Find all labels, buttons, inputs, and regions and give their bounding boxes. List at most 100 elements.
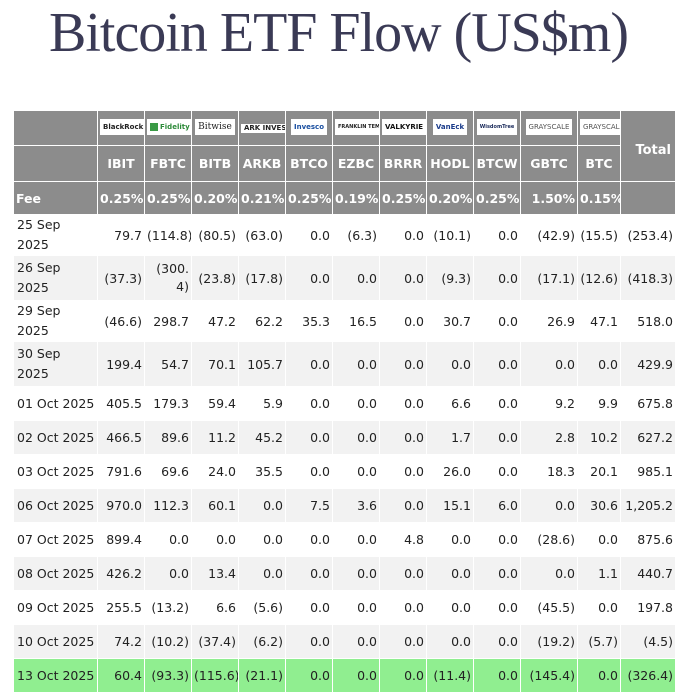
date-cell: 30 Sep 2025 xyxy=(13,341,98,387)
issuer-logo-blackrock: BlackRock xyxy=(97,110,145,146)
flow-cell: 0.0 xyxy=(473,556,521,591)
date-cell: 25 Sep 2025 xyxy=(13,214,98,256)
table-row: 09 Oct 2025 255.5 (13.2) 6.6 (5.6) 0.0 0.0 0.0 0… xyxy=(13,590,676,625)
flow-cell: 7.5 xyxy=(285,488,333,523)
flow-cell: 45.2 xyxy=(238,420,286,455)
flow-cell: (23.8) xyxy=(191,255,239,301)
flow-cell: 0.0 xyxy=(285,556,333,591)
fee-cell: 0.25% xyxy=(97,181,145,215)
flow-cell: (300.4) xyxy=(144,255,192,301)
flow-cell: 74.2 xyxy=(97,624,145,659)
date-cell: 10 Oct 2025 xyxy=(13,624,98,659)
ticker-cell: BTCW xyxy=(473,145,521,182)
flow-cell: 0.0 xyxy=(285,658,333,693)
date-cell: 13 Oct 2025 xyxy=(13,658,98,693)
flow-cell: (93.3) xyxy=(144,658,192,693)
ticker-cell: BTC xyxy=(577,145,621,182)
flow-cell: 0.0 xyxy=(238,556,286,591)
flow-cell: 0.0 xyxy=(285,454,333,489)
flow-cell: 30.7 xyxy=(426,300,474,342)
date-cell: 29 Sep 2025 xyxy=(13,300,98,342)
fee-cell: 0.19% xyxy=(332,181,380,215)
issuer-logo-invesco: Invesco xyxy=(285,110,333,146)
ticker-cell: BITB xyxy=(191,145,239,182)
flow-cell: (115.6) xyxy=(191,658,239,693)
fee-total-blank xyxy=(620,181,676,215)
flow-cell: (6.3) xyxy=(332,214,380,256)
total-cell: (253.4) xyxy=(620,214,676,256)
fee-cell: 0.21% xyxy=(238,181,286,215)
ticker-cell: GBTC xyxy=(520,145,578,182)
flow-cell: (37.3) xyxy=(97,255,145,301)
flow-cell: 0.0 xyxy=(238,522,286,557)
flow-cell: (145.4) xyxy=(520,658,578,693)
issuer-logo-grayscale-btc: GRAYSCALE xyxy=(577,110,621,146)
flow-cell: 4.8 xyxy=(379,522,427,557)
flow-cell: 5.9 xyxy=(238,386,286,421)
ticker-cell: BTCO xyxy=(285,145,333,182)
flow-cell: 0.0 xyxy=(379,255,427,301)
flow-cell: 0.0 xyxy=(473,658,521,693)
flow-cell: 0.0 xyxy=(473,590,521,625)
flow-cell: 1.7 xyxy=(426,420,474,455)
ticker-blank-cell xyxy=(13,145,98,182)
flow-cell: (42.9) xyxy=(520,214,578,256)
flow-cell: 89.6 xyxy=(144,420,192,455)
page-title: Bitcoin ETF Flow (US$m) xyxy=(48,2,629,64)
flow-cell: 199.4 xyxy=(97,341,145,387)
ticker-cell: IBIT xyxy=(97,145,145,182)
issuer-logo-wisdomtree: WisdomTree xyxy=(473,110,521,146)
total-cell: (418.3) xyxy=(620,255,676,301)
flow-cell: 0.0 xyxy=(577,658,621,693)
issuer-logo-vaneck: VanEck xyxy=(426,110,474,146)
ticker-cell: ARKB xyxy=(238,145,286,182)
fee-cell: 0.15% xyxy=(577,181,621,215)
table-row: 10 Oct 2025 74.2 (10.2) (37.4) (6.2) 0.0 0.0 0.… xyxy=(13,624,676,659)
total-cell: (326.4) xyxy=(620,658,676,693)
flow-cell: (5.6) xyxy=(238,590,286,625)
flow-cell: 0.0 xyxy=(379,300,427,342)
flow-cell: 0.0 xyxy=(520,488,578,523)
flow-cell: 10.2 xyxy=(577,420,621,455)
flow-cell: (63.0) xyxy=(238,214,286,256)
ticker-row: IBIT FBTC BITB ARKB BTCO EZBC BRRR HODL … xyxy=(13,145,676,182)
flow-cell: 26.0 xyxy=(426,454,474,489)
flow-cell: 24.0 xyxy=(191,454,239,489)
flow-cell: (11.4) xyxy=(426,658,474,693)
flow-cell: 0.0 xyxy=(473,624,521,659)
flow-cell: 0.0 xyxy=(191,522,239,557)
flow-cell: (80.5) xyxy=(191,214,239,256)
ticker-cell: EZBC xyxy=(332,145,380,182)
total-cell: 197.8 xyxy=(620,590,676,625)
flow-cell: 0.0 xyxy=(379,420,427,455)
flow-cell: 0.0 xyxy=(577,522,621,557)
flow-cell: 0.0 xyxy=(285,590,333,625)
ticker-cell: FBTC xyxy=(144,145,192,182)
flow-cell: (10.1) xyxy=(426,214,474,256)
flow-cell: 0.0 xyxy=(379,454,427,489)
issuer-logo-grayscale-gbtc: GRAYSCALE xyxy=(520,110,578,146)
fee-cell: 0.20% xyxy=(426,181,474,215)
flow-cell: 0.0 xyxy=(426,556,474,591)
flow-cell: 3.6 xyxy=(332,488,380,523)
flow-cell: 60.4 xyxy=(97,658,145,693)
flow-cell: (12.6) xyxy=(577,255,621,301)
flow-cell: 0.0 xyxy=(285,624,333,659)
flow-cell: 0.0 xyxy=(379,556,427,591)
date-cell: 07 Oct 2025 xyxy=(13,522,98,557)
flow-cell: (10.2) xyxy=(144,624,192,659)
flow-cell: (21.1) xyxy=(238,658,286,693)
flow-cell: (19.2) xyxy=(520,624,578,659)
fee-cell: 0.20% xyxy=(191,181,239,215)
flow-cell: (17.8) xyxy=(238,255,286,301)
flow-cell: 298.7 xyxy=(144,300,192,342)
table-row: 26 Sep 2025 (37.3) (300.4) (23.8) (17.8) 0.0 0… xyxy=(13,255,676,301)
flow-cell: 18.3 xyxy=(520,454,578,489)
flow-cell: 69.6 xyxy=(144,454,192,489)
flow-cell: 0.0 xyxy=(520,556,578,591)
flow-cell: 0.0 xyxy=(285,522,333,557)
fee-cell: 0.25% xyxy=(285,181,333,215)
flow-cell: 0.0 xyxy=(285,341,333,387)
date-cell: 09 Oct 2025 xyxy=(13,590,98,625)
flow-cell: 0.0 xyxy=(473,255,521,301)
